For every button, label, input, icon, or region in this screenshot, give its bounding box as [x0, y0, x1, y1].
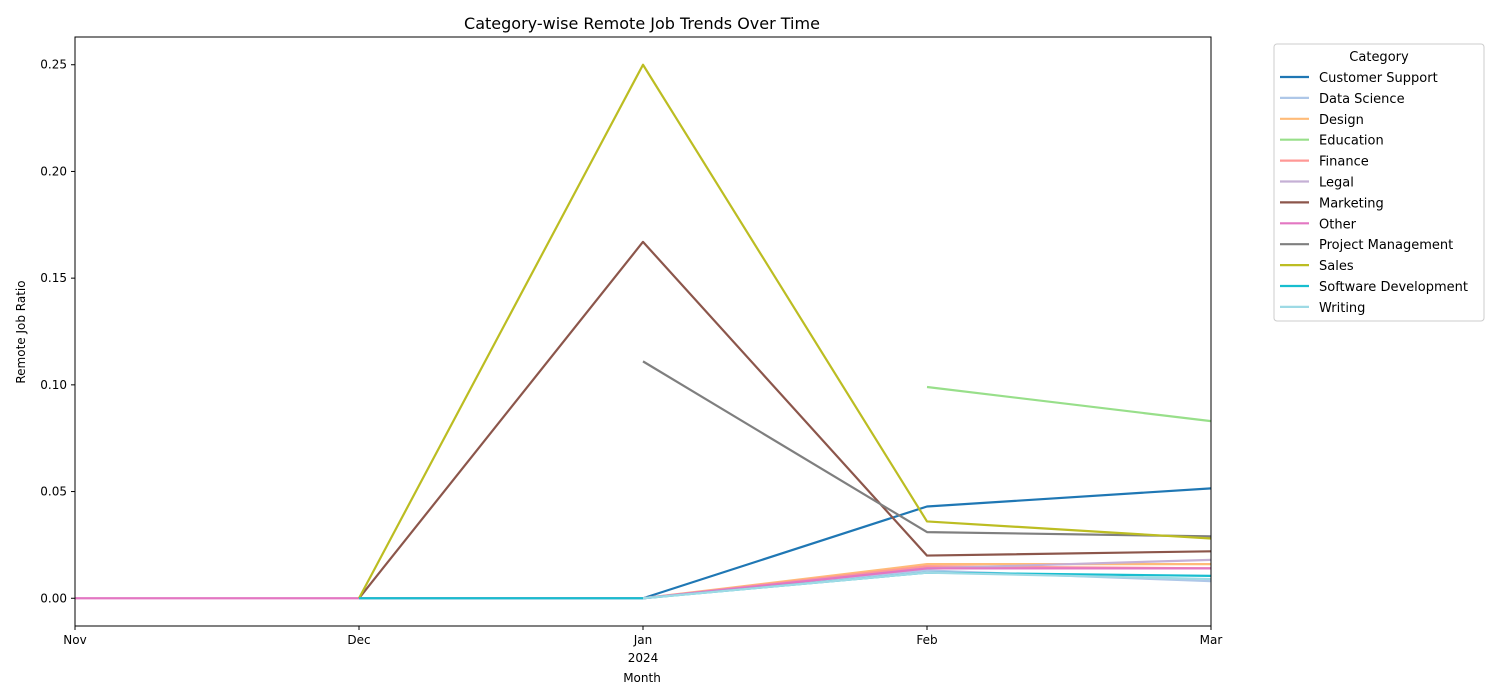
- legend-label-software-development: Software Development: [1319, 280, 1468, 295]
- legend-label-legal: Legal: [1319, 176, 1354, 191]
- legend-label-customer-support: Customer Support: [1319, 71, 1438, 86]
- series-line-project-management: [642, 360, 1212, 538]
- y-tick-label: 0.15: [40, 271, 67, 285]
- x-tick-sublabel: 2024: [628, 651, 659, 665]
- legend-label-marketing: Marketing: [1319, 196, 1384, 211]
- legend-label-other: Other: [1319, 217, 1357, 232]
- series-line-education: [926, 385, 1212, 423]
- legend-frame: [1273, 43, 1485, 322]
- y-tick-label: 0.05: [40, 485, 67, 499]
- series-line-writing: [642, 571, 1212, 600]
- plot-area: [74, 36, 1212, 627]
- y-axis-label: Remote Job Ratio: [14, 280, 28, 383]
- x-tick-label: Feb: [916, 633, 937, 647]
- y-tick-label: 0.00: [40, 591, 67, 605]
- x-axis-label: Month: [623, 671, 661, 685]
- legend-label-design: Design: [1319, 113, 1364, 128]
- x-tick-label: Nov: [63, 633, 86, 647]
- x-tick-label: Jan: [633, 633, 653, 647]
- plot-frame: [74, 36, 1212, 627]
- y-tick-label: 0.25: [40, 58, 67, 72]
- series-line-sales: [358, 63, 1212, 599]
- series-line-customer-support: [642, 487, 1212, 600]
- legend-label-project-management: Project Management: [1319, 238, 1453, 253]
- legend: Category Customer Support Data Science Des…: [1273, 43, 1485, 322]
- y-axis: 0.00 0.05 0.10 0.15 0.20 0.25: [40, 58, 75, 605]
- x-tick-label: Mar: [1200, 633, 1223, 647]
- series-line-marketing: [358, 240, 1212, 599]
- legend-label-sales: Sales: [1319, 259, 1354, 274]
- legend-title: Category: [1349, 50, 1409, 65]
- x-tick-label: Dec: [347, 633, 370, 647]
- y-tick-label: 0.10: [40, 378, 67, 392]
- legend-label-education: Education: [1319, 134, 1384, 149]
- chart-title: Category-wise Remote Job Trends Over Tim…: [464, 14, 820, 33]
- legend-label-data-science: Data Science: [1319, 92, 1405, 107]
- y-tick-label: 0.20: [40, 164, 67, 178]
- legend-label-finance: Finance: [1319, 155, 1369, 170]
- x-axis: Nov Dec Jan 2024 Feb Mar: [63, 626, 1222, 665]
- legend-label-writing: Writing: [1319, 301, 1365, 316]
